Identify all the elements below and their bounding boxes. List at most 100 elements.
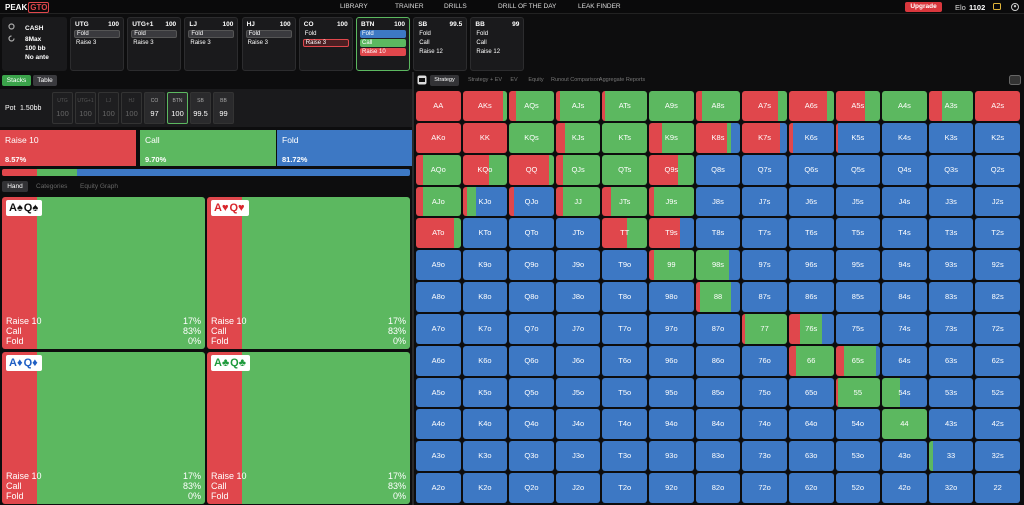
- combo-card[interactable]: A ♠ Q ♠ Raise 10 17% Call 83% Fold 0%: [2, 197, 205, 349]
- hand-cell[interactable]: 72s: [975, 313, 1020, 344]
- hand-cell[interactable]: Q7s: [742, 154, 787, 185]
- position-action[interactable]: Fold: [304, 31, 317, 37]
- position-action[interactable]: Call: [476, 40, 487, 46]
- hand-cell[interactable]: AA: [416, 91, 461, 121]
- hand-cell[interactable]: AKo: [416, 122, 461, 153]
- seat[interactable]: UTG 100: [52, 92, 73, 124]
- hand-cell[interactable]: A7s: [742, 91, 787, 121]
- hand-cell[interactable]: K3s: [928, 122, 974, 153]
- hand-cell[interactable]: JTs: [602, 186, 648, 217]
- hand-cell[interactable]: TT: [602, 218, 648, 249]
- hand-cell[interactable]: Q6o: [509, 345, 554, 376]
- hand-cell[interactable]: Q4s: [882, 154, 927, 185]
- hand-cell[interactable]: 44: [882, 409, 927, 440]
- hand-cell[interactable]: J3s: [928, 186, 974, 217]
- hand-cell[interactable]: 84s: [882, 282, 927, 312]
- position-action[interactable]: Raise 3: [302, 39, 349, 47]
- hand-cell[interactable]: 87o: [695, 313, 741, 344]
- strategy-tab[interactable]: Equity: [528, 77, 544, 83]
- hand-cell[interactable]: A8o: [416, 282, 461, 312]
- position-action[interactable]: Raise 3: [190, 40, 211, 46]
- hand-cell[interactable]: T7o: [602, 313, 648, 344]
- position-card[interactable]: BB 99 Fold Call Raise 12: [470, 17, 525, 71]
- hand-cell[interactable]: A7o: [416, 313, 461, 344]
- position-card[interactable]: CO 100 Fold Raise 3: [298, 17, 353, 71]
- hand-cell[interactable]: Q9s: [649, 154, 694, 185]
- hand-cell[interactable]: 85s: [835, 282, 881, 312]
- hand-cell[interactable]: A4s: [882, 91, 927, 121]
- message-icon[interactable]: [993, 3, 1001, 11]
- seat[interactable]: LJ 100: [98, 92, 119, 124]
- hand-cell[interactable]: 22: [975, 473, 1020, 503]
- hand-cell[interactable]: K6s: [788, 122, 834, 153]
- profile-icon[interactable]: [1011, 3, 1019, 11]
- logo[interactable]: PEAK GTO: [5, 1, 50, 13]
- hand-cell[interactable]: 54s: [882, 377, 927, 408]
- hand-cell[interactable]: 73s: [928, 313, 974, 344]
- hand-cell[interactable]: K5o: [462, 377, 508, 408]
- hand-cell[interactable]: JJ: [555, 186, 601, 217]
- hand-cell[interactable]: QJs: [555, 154, 601, 185]
- hand-cell[interactable]: T9s: [649, 218, 694, 249]
- hand-cell[interactable]: 75o: [742, 377, 787, 408]
- position-card[interactable]: SB 99.5 Fold Call Raise 12: [413, 17, 468, 71]
- strategy-tab[interactable]: Aggregate Reports: [598, 77, 646, 83]
- hand-cell[interactable]: A9s: [649, 91, 694, 121]
- hand-cell[interactable]: 83s: [928, 282, 974, 312]
- hand-cell[interactable]: 63o: [788, 441, 834, 472]
- hand-cell[interactable]: K5s: [835, 122, 881, 153]
- hand-cell[interactable]: Q2s: [975, 154, 1020, 185]
- nav-item[interactable]: DRILLS: [444, 3, 467, 10]
- hand-cell[interactable]: 84o: [695, 409, 741, 440]
- hand-cell[interactable]: T7s: [742, 218, 787, 249]
- hand-cell[interactable]: AJs: [555, 91, 601, 121]
- hand-cell[interactable]: Q2o: [509, 473, 554, 503]
- hand-cell[interactable]: J5o: [555, 377, 601, 408]
- hand-cell[interactable]: 72o: [742, 473, 787, 503]
- hand-cell[interactable]: J4s: [882, 186, 927, 217]
- hand-cell[interactable]: Q9o: [509, 250, 554, 281]
- hand-cell[interactable]: J9s: [649, 186, 694, 217]
- hand-cell[interactable]: QQ: [509, 154, 554, 185]
- hand-cell[interactable]: J7s: [742, 186, 787, 217]
- hand-cell[interactable]: 98s: [695, 250, 741, 281]
- hand-cell[interactable]: T4o: [602, 409, 648, 440]
- seat[interactable]: BTN 100: [167, 92, 188, 124]
- hand-cell[interactable]: KJs: [555, 122, 601, 153]
- hand-cell[interactable]: T3s: [928, 218, 974, 249]
- hand-cell[interactable]: 62s: [975, 345, 1020, 376]
- hand-cell[interactable]: K3o: [462, 441, 508, 472]
- hand-cell[interactable]: A5o: [416, 377, 461, 408]
- hand-cell[interactable]: 82s: [975, 282, 1020, 312]
- hand-cell[interactable]: 97s: [742, 250, 787, 281]
- position-action[interactable]: Raise 10: [360, 48, 406, 56]
- hand-cell[interactable]: T4s: [882, 218, 927, 249]
- seat[interactable]: HJ 100: [121, 92, 142, 124]
- hand-cell[interactable]: AJo: [416, 186, 461, 217]
- hand-cell[interactable]: 77: [742, 313, 787, 344]
- hand-cell[interactable]: 96o: [649, 345, 694, 376]
- hand-cell[interactable]: 85o: [695, 377, 741, 408]
- hand-cell[interactable]: J9o: [555, 250, 601, 281]
- position-action[interactable]: Call: [360, 39, 406, 47]
- hand-cell[interactable]: 53s: [928, 377, 974, 408]
- hand-cell[interactable]: 74s: [882, 313, 927, 344]
- detail-tab[interactable]: Equity Graph: [80, 183, 118, 190]
- hand-cell[interactable]: QTs: [602, 154, 648, 185]
- hand-cell[interactable]: KQs: [509, 122, 554, 153]
- view-tab[interactable]: Stacks: [2, 75, 31, 86]
- hand-cell[interactable]: 95s: [835, 250, 881, 281]
- hand-cell[interactable]: 32s: [975, 441, 1020, 472]
- hand-cell[interactable]: 75s: [835, 313, 881, 344]
- hand-cell[interactable]: 43s: [928, 409, 974, 440]
- hand-cell[interactable]: 98o: [649, 282, 694, 312]
- hand-cell[interactable]: 86s: [788, 282, 834, 312]
- hand-cell[interactable]: J8o: [555, 282, 601, 312]
- position-action[interactable]: Fold: [476, 31, 489, 37]
- hand-cell[interactable]: K7o: [462, 313, 508, 344]
- hand-cell[interactable]: Q6s: [788, 154, 834, 185]
- refresh-icon[interactable]: [8, 35, 15, 42]
- combo-card[interactable]: A ♥ Q ♥ Raise 10 17% Call 83% Fold 0%: [207, 197, 410, 349]
- hand-cell[interactable]: K6o: [462, 345, 508, 376]
- hand-cell[interactable]: 92o: [649, 473, 694, 503]
